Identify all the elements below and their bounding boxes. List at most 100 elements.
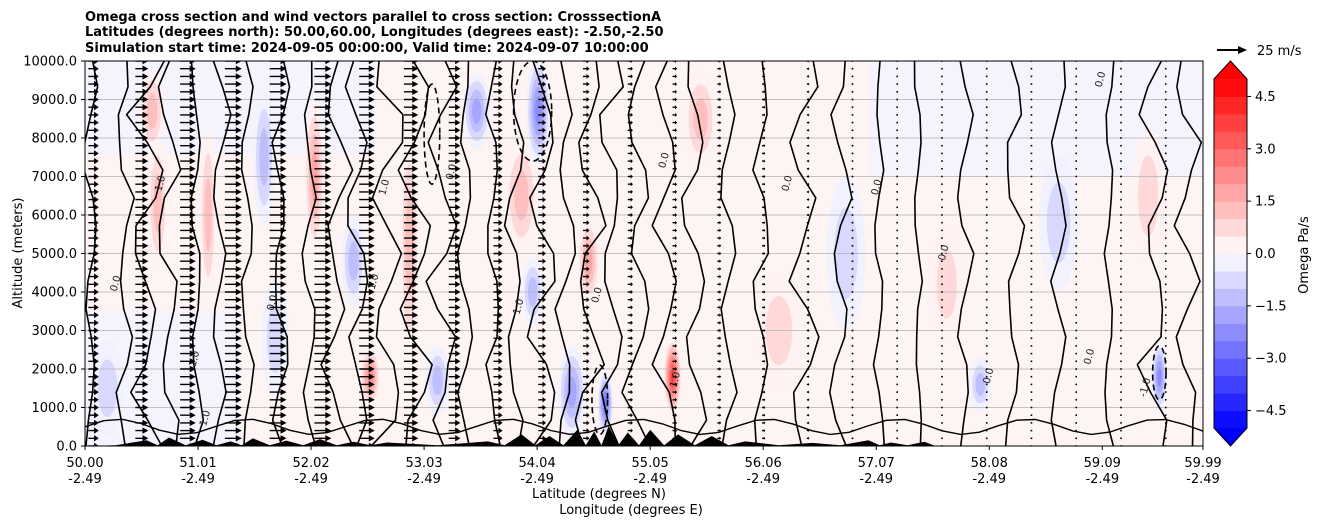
wind-vector <box>941 275 943 278</box>
contour-label-text: 0.0 <box>109 275 124 293</box>
wind-vector <box>269 211 287 219</box>
x-tick-label-lat: 59.09 <box>1084 456 1121 471</box>
omega-cell <box>693 98 708 140</box>
wind-vector <box>314 127 332 134</box>
wind-vector <box>627 289 633 295</box>
wind-vector <box>583 335 590 341</box>
wind-vector <box>224 188 242 196</box>
wind-vector <box>88 119 99 126</box>
contour-label-text: 0.0 <box>590 286 605 304</box>
wind-vector <box>1120 83 1122 85</box>
wind-vector <box>627 158 633 164</box>
wind-vector <box>493 219 503 226</box>
wind-vector <box>627 328 633 333</box>
wind-vector <box>1075 368 1078 370</box>
wind-vector <box>985 252 988 255</box>
wind-vector <box>493 173 503 180</box>
wind-vector <box>1164 175 1167 178</box>
wind-vector <box>269 365 287 373</box>
wind-vector <box>224 388 242 396</box>
wind-vector <box>1164 206 1167 209</box>
wind-vector <box>403 373 419 380</box>
wind-vector <box>896 406 898 409</box>
wind-vector <box>627 128 633 133</box>
contour-line <box>752 61 770 446</box>
wind-vector <box>359 188 375 196</box>
wind-vector <box>269 373 287 380</box>
wind-vector <box>1075 306 1078 309</box>
x-tick-label-lat: 54.04 <box>519 456 556 471</box>
wind-vector <box>583 366 590 372</box>
wind-vector <box>1030 252 1033 255</box>
wind-vector <box>1075 275 1078 278</box>
wind-vector <box>314 242 332 249</box>
wind-vector <box>135 296 149 303</box>
wind-vector <box>717 374 722 379</box>
contour-label-text: 0.0 <box>870 178 885 196</box>
wind-vector <box>269 427 287 434</box>
wind-vector <box>941 322 943 324</box>
wind-vector <box>672 174 678 179</box>
wind-vector <box>583 97 590 102</box>
wind-vector <box>985 144 988 147</box>
wind-vector <box>493 296 503 303</box>
omega-cell <box>259 128 269 187</box>
wind-vector <box>314 104 332 111</box>
wind-vector <box>269 404 287 411</box>
wind-vector <box>224 119 242 126</box>
wind-vector <box>224 296 242 303</box>
wind-vector <box>88 327 99 334</box>
wind-vector <box>493 312 503 319</box>
wind-vector <box>88 419 99 427</box>
wind-vector <box>851 336 854 340</box>
wind-vector <box>1164 152 1167 155</box>
wind-vector <box>314 335 332 342</box>
colorbar-cell <box>1214 253 1247 272</box>
wind-vector <box>627 397 633 402</box>
wind-vector <box>538 166 547 172</box>
wind-vector <box>806 90 810 94</box>
wind-vector <box>88 250 99 257</box>
wind-vector <box>985 98 988 101</box>
wind-vector <box>359 111 375 119</box>
wind-vector <box>717 313 722 317</box>
plot-area: 0.0 1.0 1.0 0.0 -1.0 1.0 0.0 0.0 0.0 0.0 0.0 0.0 0.0… <box>84 60 1204 447</box>
wind-vector <box>1075 268 1078 270</box>
wind-vector <box>1030 160 1033 162</box>
wind-vector <box>583 251 590 256</box>
wind-vector <box>1120 345 1122 347</box>
wind-vector <box>493 96 503 103</box>
wind-vector <box>762 174 766 179</box>
wind-vector <box>851 228 854 232</box>
wind-vector <box>851 421 854 425</box>
wind-vector <box>493 142 503 149</box>
wind-vector <box>985 152 988 155</box>
wind-vector <box>359 304 375 311</box>
wind-vector <box>224 104 242 111</box>
wind-vector <box>493 273 503 280</box>
wind-vector <box>493 150 503 157</box>
wind-vector <box>1075 91 1078 93</box>
wind-vector <box>627 205 633 210</box>
wind-vector <box>1120 191 1122 193</box>
wind-vector <box>538 212 547 218</box>
wind-vector <box>627 61 633 64</box>
wind-vector <box>359 250 375 257</box>
wind-vector <box>1164 245 1167 247</box>
wind-vector <box>941 152 943 155</box>
omega-cell <box>146 92 158 130</box>
wind-vector <box>180 242 196 249</box>
wind-vector <box>985 375 988 378</box>
wind-vector <box>135 427 149 434</box>
wind-vector <box>1164 399 1167 401</box>
colorbar-tick-label: 0.0 <box>1255 247 1276 262</box>
wind-vector <box>180 304 196 311</box>
wind-vector <box>672 313 678 318</box>
wind-vector <box>538 135 547 141</box>
wind-vector <box>1030 260 1033 262</box>
wind-vector <box>941 437 943 440</box>
wind-vector <box>493 358 503 365</box>
x-tick-label-lon: -2.49 <box>972 472 1006 487</box>
wind-vector <box>135 73 149 80</box>
wind-vector <box>88 61 99 65</box>
